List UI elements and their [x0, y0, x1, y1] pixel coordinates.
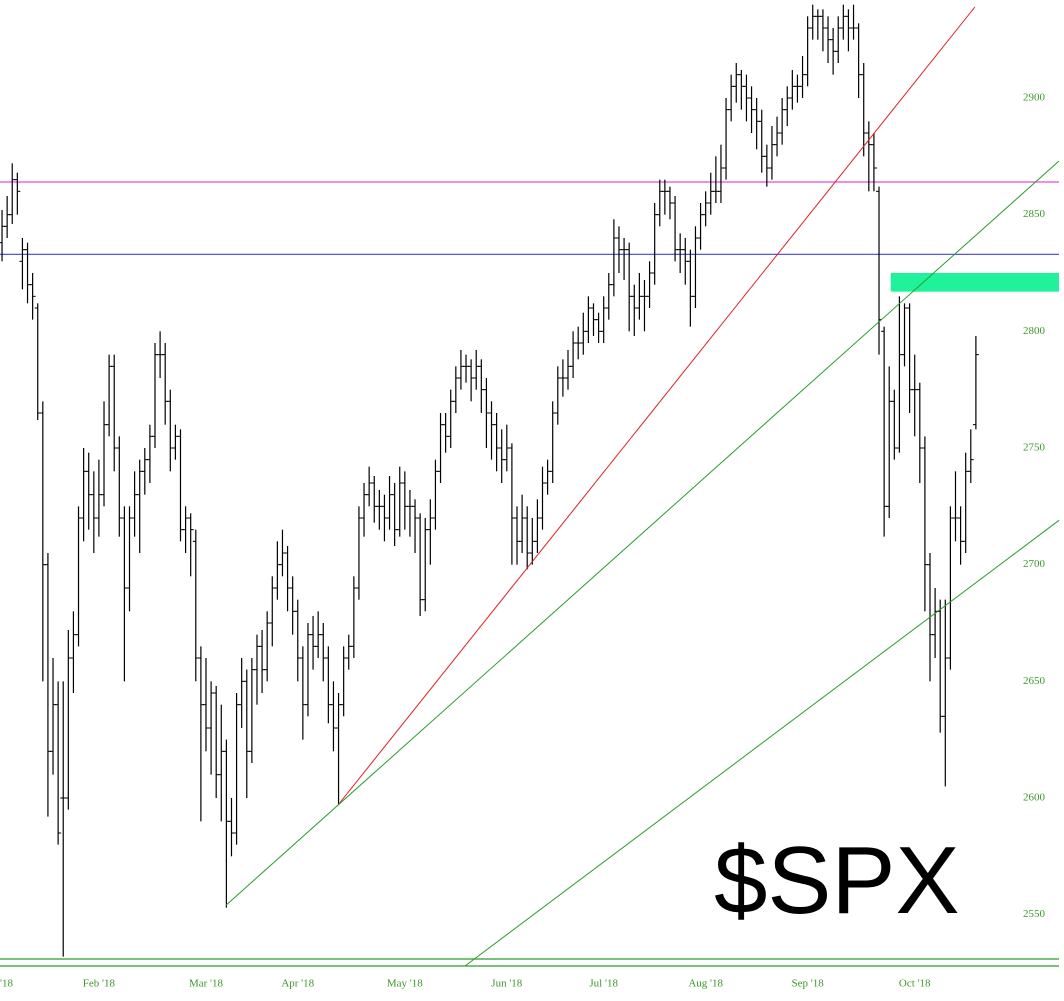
y-tick-label: 2850	[1023, 208, 1046, 220]
x-tick-label: Sep '18	[792, 978, 825, 990]
x-tick-label: Apr '18	[281, 978, 314, 990]
trend-line	[464, 519, 1060, 967]
y-tick-label: 2750	[1023, 442, 1046, 454]
annotation: $SPX	[714, 827, 959, 934]
x-tick-label: Feb '18	[83, 978, 116, 990]
x-tick-label: Oct '18	[899, 978, 931, 990]
x-tick-label: Aug '18	[688, 978, 723, 990]
y-tick-label: 2900	[1023, 92, 1046, 104]
x-tick-label: May '18	[387, 978, 423, 990]
y-tick-label: 2800	[1023, 325, 1046, 337]
y-tick-label: 2650	[1023, 675, 1046, 687]
y-tick-label: 2700	[1023, 558, 1046, 570]
y-tick-label: 2600	[1023, 792, 1046, 804]
x-tick-label: Jan '18	[0, 978, 14, 990]
x-tick-label: Jun '18	[491, 978, 523, 990]
x-tick-label: Jul '18	[589, 978, 618, 990]
x-tick-label: Mar '18	[189, 978, 224, 990]
y-tick-label: 2550	[1023, 908, 1046, 920]
resistance-zone	[890, 273, 1059, 292]
trend-line	[337, 6, 976, 806]
trend-line	[225, 160, 1060, 906]
